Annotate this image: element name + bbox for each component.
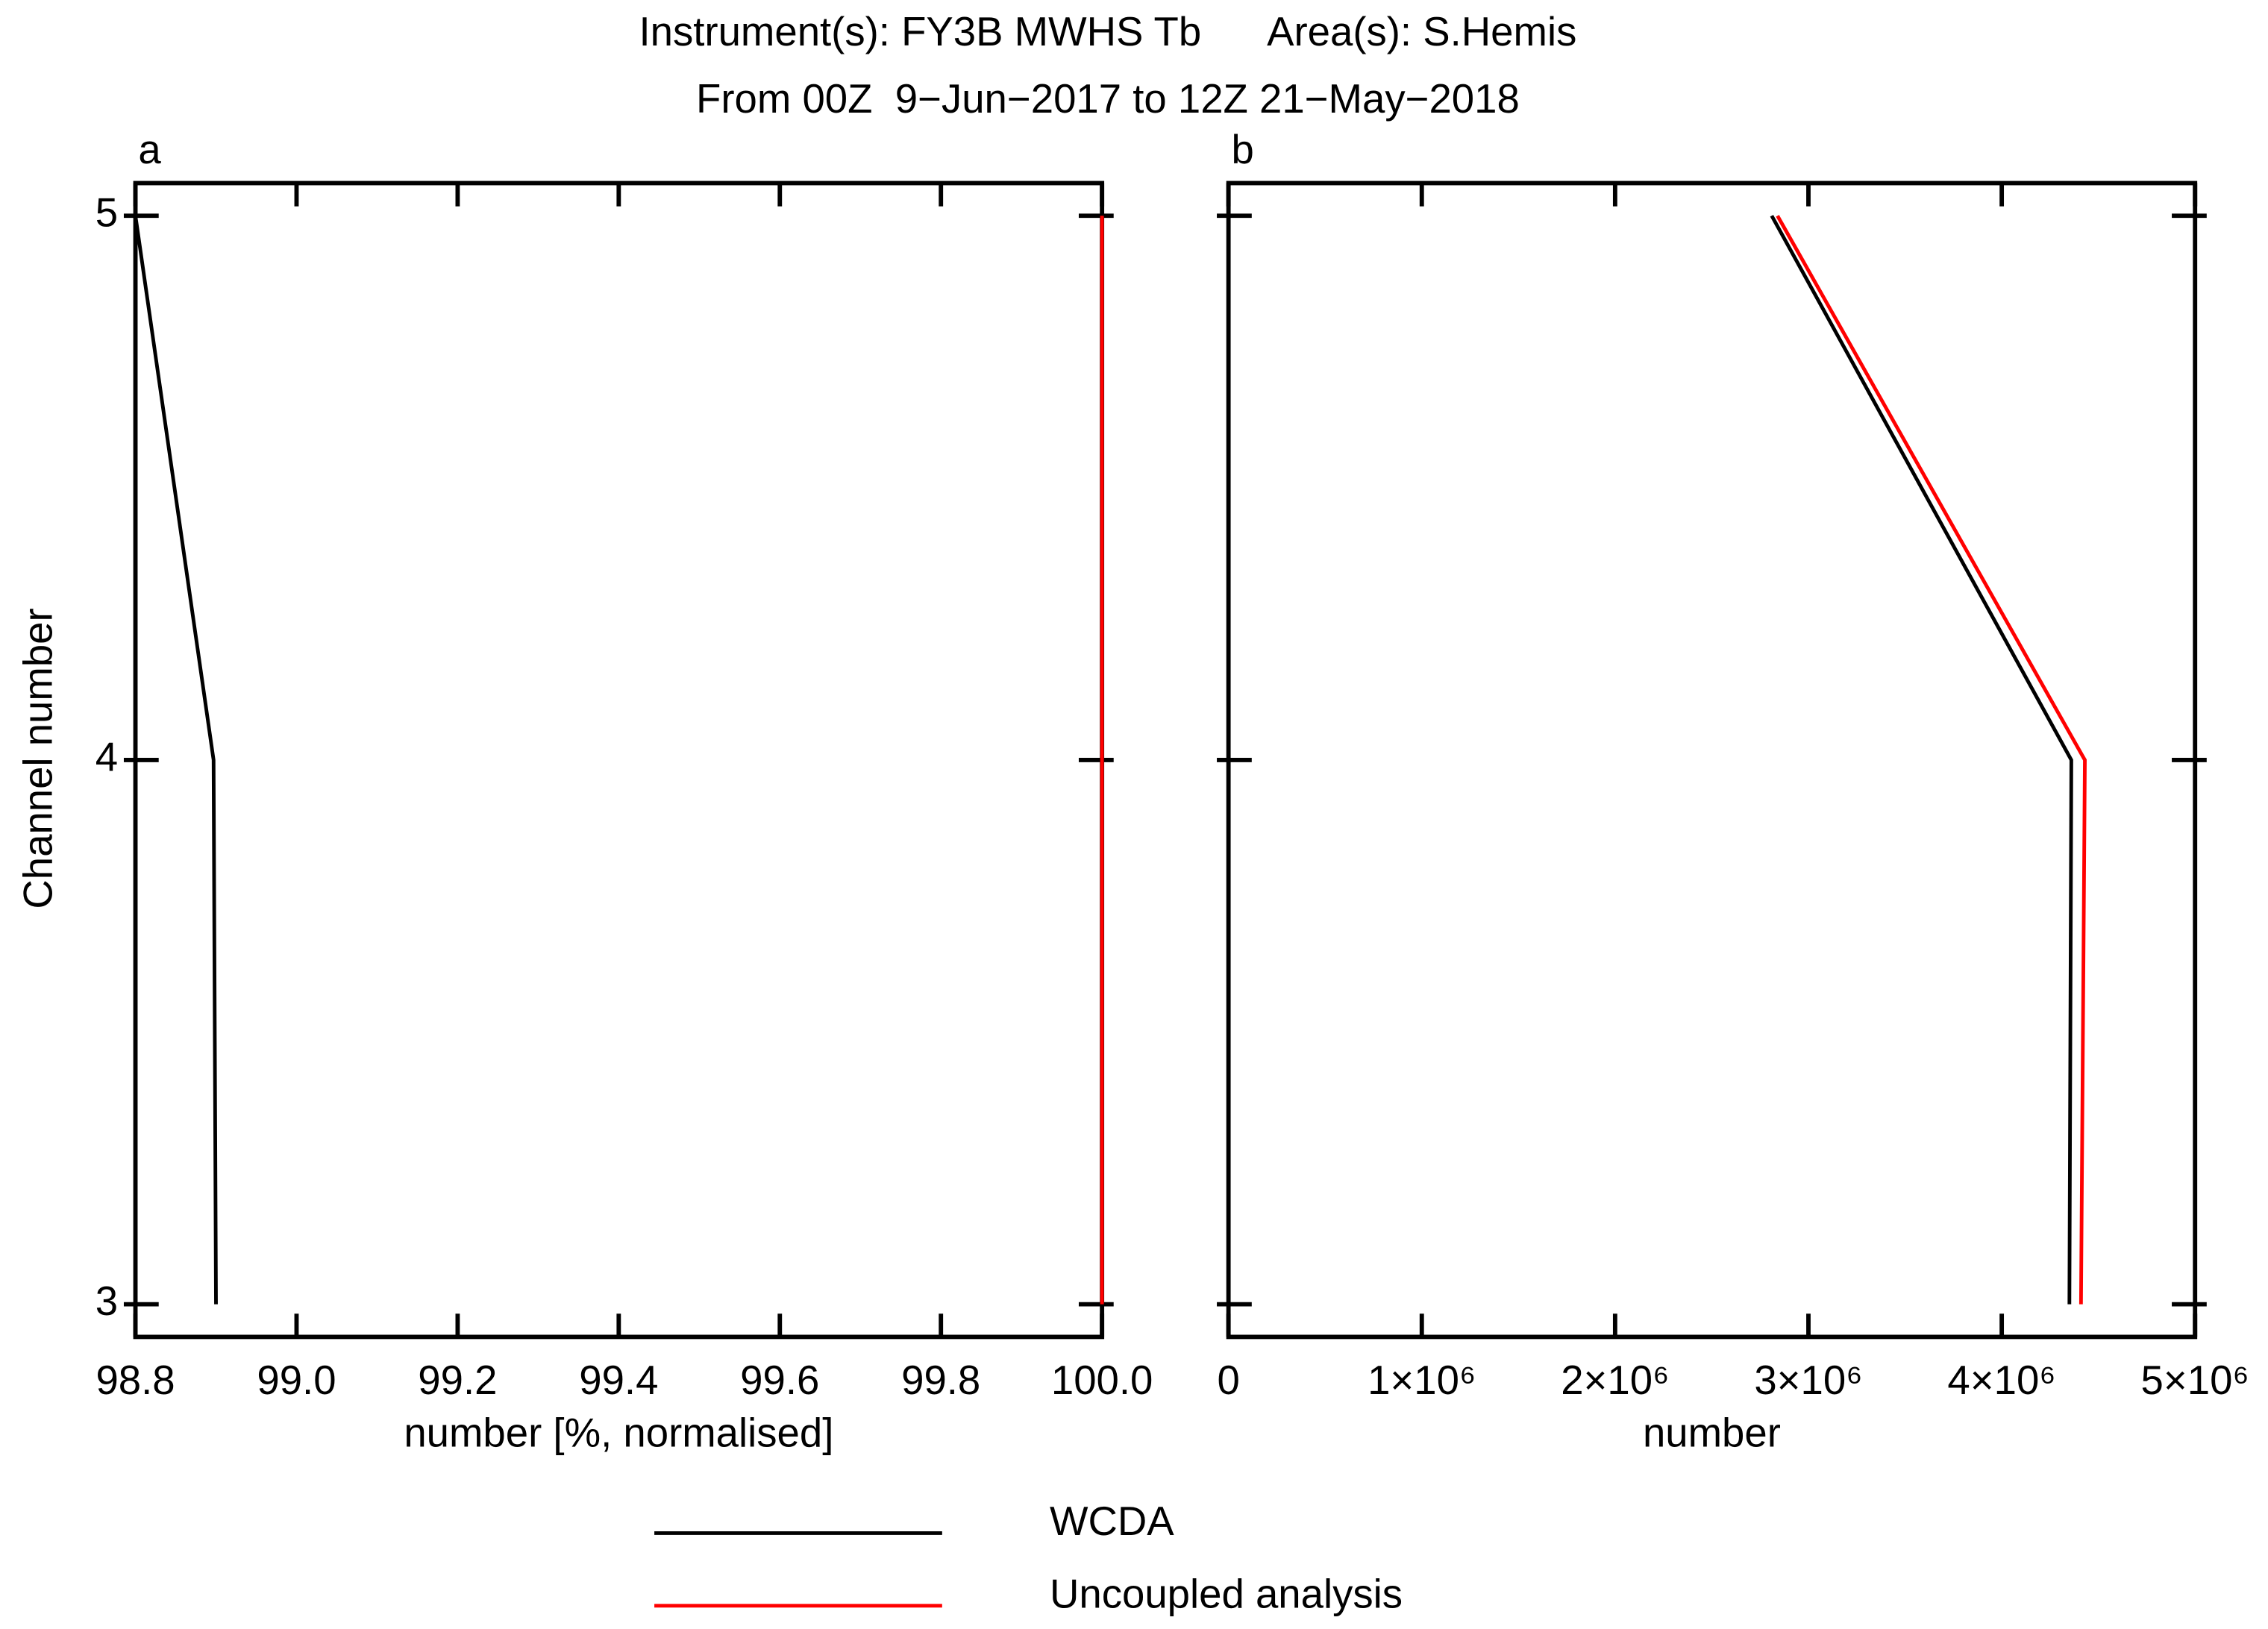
legend-label: WCDA	[1050, 1498, 1174, 1544]
x-tick-label: 5×10⁶	[2141, 1358, 2249, 1403]
x-tick-label: 98.8	[95, 1358, 175, 1403]
x-tick-label: 99.2	[418, 1358, 497, 1403]
x-tick-label: 99.8	[901, 1358, 980, 1403]
panel-label: a	[138, 127, 161, 172]
y-axis-label: Channel number	[15, 608, 60, 908]
x-tick-label: 3×10⁶	[1754, 1358, 1862, 1403]
panel-label: b	[1232, 127, 1254, 172]
x-axis-label: number	[1643, 1410, 1781, 1455]
series-line	[1770, 215, 2073, 1305]
y-tick-label: 5	[95, 190, 118, 236]
series-line	[1776, 215, 2087, 1305]
x-tick-label: 100.0	[1051, 1358, 1153, 1403]
x-axis-label: number [%, normalised]	[404, 1410, 833, 1455]
x-tick-label: 99.4	[579, 1358, 658, 1403]
x-tick-label: 99.6	[740, 1358, 819, 1403]
y-tick-label: 3	[95, 1278, 118, 1324]
x-tick-label: 99.0	[257, 1358, 336, 1403]
chart-subtitle: From 00Z 9−Jun−2017 to 12Z 21−May−2018	[696, 76, 1520, 122]
y-tick-label: 4	[95, 734, 118, 779]
chart-title: Instrument(s): FY3B MWHS Tb Area(s): S.H…	[639, 9, 1577, 54]
x-tick-label: 2×10⁶	[1561, 1358, 1669, 1403]
series-line	[134, 215, 218, 1305]
legend-label: Uncoupled analysis	[1050, 1572, 1403, 1617]
x-tick-label: 0	[1217, 1358, 1239, 1403]
x-tick-label: 1×10⁶	[1368, 1358, 1476, 1403]
x-tick-label: 4×10⁶	[1947, 1358, 2055, 1403]
